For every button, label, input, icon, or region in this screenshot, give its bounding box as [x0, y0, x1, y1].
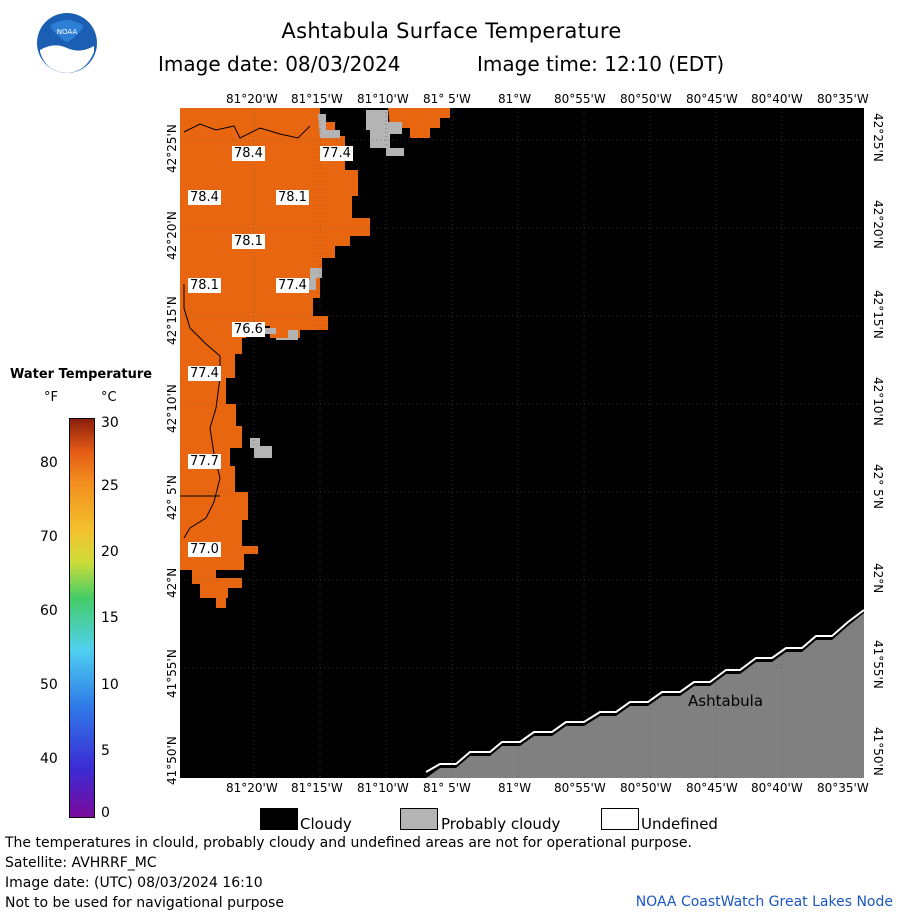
- lat-tick-right: 42°20'N: [871, 200, 885, 249]
- lon-tick-bottom: 80°55'W: [554, 781, 606, 795]
- color-scale-bar: [69, 418, 95, 818]
- lon-tick-top: 80°50'W: [620, 92, 672, 106]
- scale-title: Water Temperature: [10, 367, 153, 382]
- lon-tick-bottom: 81°15'W: [291, 781, 343, 795]
- svg-text:NOAA: NOAA: [57, 28, 78, 36]
- temperature-map: [180, 108, 865, 782]
- lat-tick-right: 42°15'N: [871, 290, 885, 339]
- footer-disclaimer: The temperatures in clould, probably clo…: [5, 835, 692, 851]
- legend-label-undefined: Undefined: [641, 815, 718, 833]
- lon-tick-top: 81°10'W: [357, 92, 409, 106]
- water-temperature-region: [180, 108, 370, 608]
- temp-label: 77.7: [188, 454, 221, 469]
- city-label-ashtabula: Ashtabula: [688, 692, 764, 710]
- lon-tick-top: 81°W: [498, 92, 532, 106]
- lon-tick-bottom: 81° 5'W: [423, 781, 471, 795]
- lat-tick-right: 41°55'N: [871, 640, 885, 689]
- temp-label: 77.0: [188, 542, 221, 557]
- temp-label: 78.1: [232, 234, 265, 249]
- temp-label: 77.4: [320, 146, 353, 161]
- noaa-logo: NOAA: [36, 12, 98, 74]
- legend-swatch-probably-cloudy: [400, 808, 438, 830]
- scale-f-tick: 70: [40, 529, 58, 545]
- lon-tick-bottom: 81°20'W: [226, 781, 278, 795]
- temp-label: 77.4: [276, 278, 309, 293]
- lat-tick-left: 42°25'N: [165, 124, 179, 173]
- lat-tick-right: 42° 5'N: [871, 464, 885, 509]
- lon-tick-top: 80°35'W: [817, 92, 869, 106]
- lon-tick-bottom: 80°50'W: [620, 781, 672, 795]
- temp-label: 78.1: [188, 278, 221, 293]
- scale-c-tick: 15: [101, 610, 119, 626]
- temp-label: 78.4: [232, 146, 265, 161]
- scale-f-tick: 50: [40, 677, 58, 693]
- probably-cloudy-area: [258, 328, 298, 340]
- lon-tick-bottom: 81°10'W: [357, 781, 409, 795]
- probably-cloudy-area: [318, 114, 340, 138]
- land-area: [426, 613, 864, 778]
- temp-label: 78.1: [276, 190, 309, 205]
- scale-c-tick: 30: [101, 415, 119, 431]
- lat-tick-right: 42°25'N: [871, 113, 885, 162]
- lon-tick-top: 81°20'W: [226, 92, 278, 106]
- footer-navigation-warning: Not to be used for navigational purpose: [5, 895, 284, 911]
- footer-credit: NOAA CoastWatch Great Lakes Node: [635, 894, 893, 910]
- scale-celsius-header: °C: [101, 390, 117, 405]
- lon-tick-top: 80°40'W: [751, 92, 803, 106]
- city-marker: [683, 672, 693, 682]
- scale-c-tick: 10: [101, 677, 119, 693]
- probably-cloudy-area: [250, 438, 272, 458]
- lat-tick-left: 42°10'N: [165, 384, 179, 433]
- lat-tick-right: 42°10'N: [871, 377, 885, 426]
- temp-label: 76.6: [232, 322, 265, 337]
- scale-c-tick: 5: [101, 743, 110, 759]
- scale-f-tick: 80: [40, 455, 58, 471]
- lon-tick-top: 81° 5'W: [423, 92, 471, 106]
- lat-tick-left: 42° 5'N: [165, 475, 179, 520]
- legend-label-cloudy: Cloudy: [300, 815, 352, 833]
- page-title: Ashtabula Surface Temperature: [281, 19, 622, 43]
- footer-satellite: Satellite: AVHRRF_MC: [5, 855, 157, 871]
- water-temperature-region: [388, 108, 450, 138]
- lon-tick-top: 81°15'W: [291, 92, 343, 106]
- lat-tick-right: 41°50'N: [871, 727, 885, 776]
- lon-tick-bottom: 80°40'W: [751, 781, 803, 795]
- lon-tick-bottom: 80°35'W: [817, 781, 869, 795]
- scale-fahrenheit-header: °F: [44, 390, 58, 405]
- footer-utc-date: Image date: (UTC) 08/03/2024 16:10: [5, 875, 263, 891]
- lat-tick-left: 42°20'N: [165, 211, 179, 260]
- image-date: Image date: 08/03/2024: [158, 52, 401, 76]
- lat-tick-left: 41°50'N: [165, 736, 179, 785]
- lat-tick-left: 42°15'N: [165, 296, 179, 345]
- lon-tick-bottom: 81°W: [498, 781, 532, 795]
- legend-swatch-cloudy: [260, 808, 298, 830]
- lat-tick-left: 42°N: [165, 567, 179, 598]
- scale-c-tick: 25: [101, 478, 119, 494]
- scale-c-tick: 20: [101, 544, 119, 560]
- temp-label: 77.4: [188, 366, 221, 381]
- lon-tick-bottom: 80°45'W: [686, 781, 738, 795]
- scale-c-tick: 0: [101, 805, 110, 821]
- lon-tick-top: 80°55'W: [554, 92, 606, 106]
- image-time: Image time: 12:10 (EDT): [477, 52, 725, 76]
- lat-tick-right: 42°N: [871, 563, 885, 594]
- lat-tick-left: 41°55'N: [165, 649, 179, 698]
- legend-swatch-undefined: [601, 808, 639, 830]
- legend-label-probably-cloudy: Probably cloudy: [441, 815, 561, 833]
- scale-f-tick: 40: [40, 751, 58, 767]
- scale-f-tick: 60: [40, 603, 58, 619]
- lon-tick-top: 80°45'W: [686, 92, 738, 106]
- temp-label: 78.4: [188, 190, 221, 205]
- probably-cloudy-area: [366, 110, 404, 156]
